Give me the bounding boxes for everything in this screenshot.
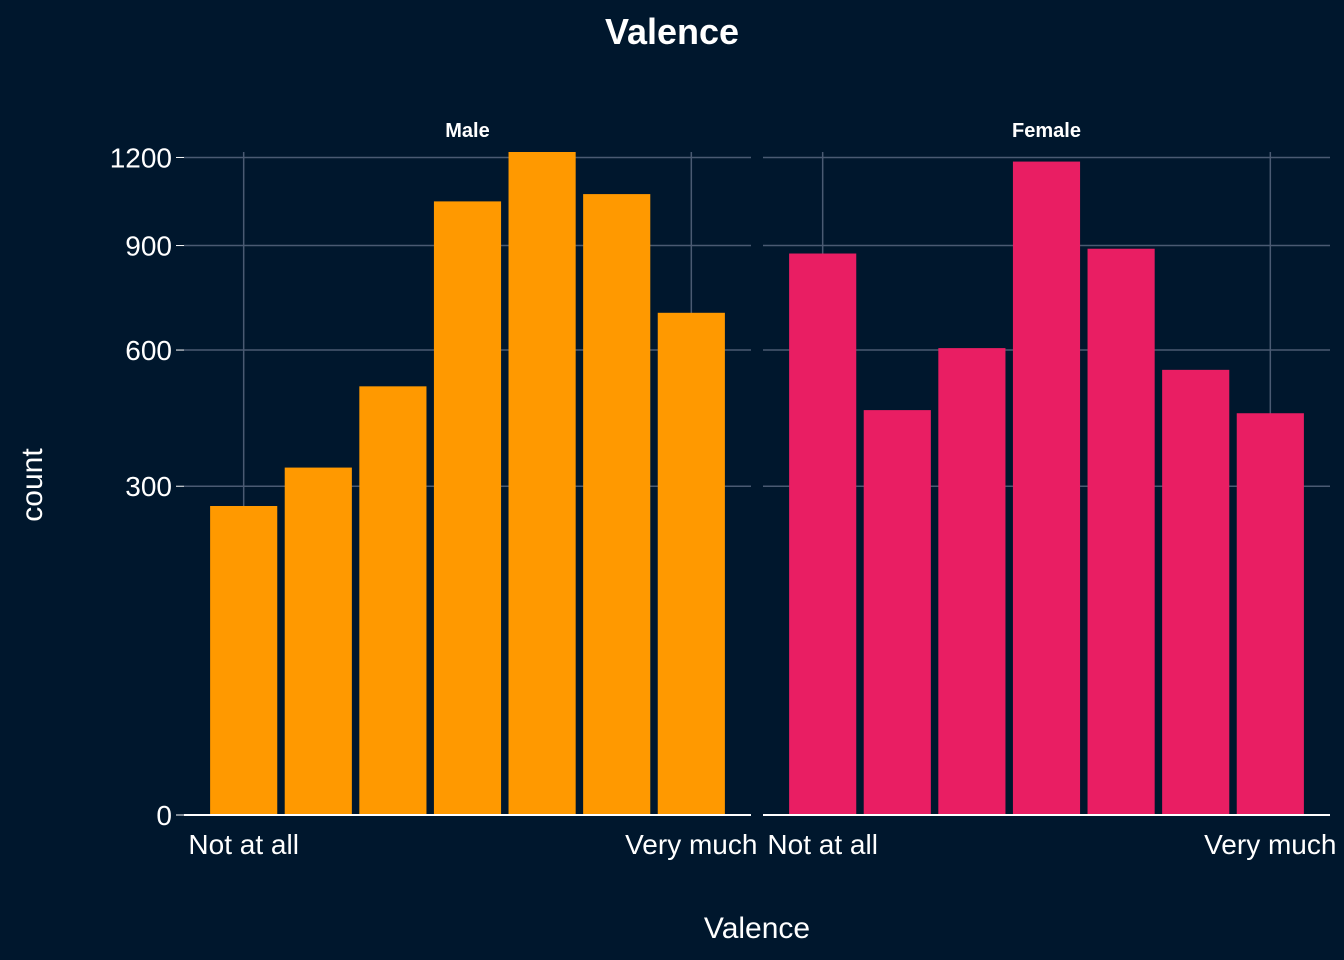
x-tick-label: Very much — [625, 829, 757, 860]
bar-male-6 — [583, 194, 651, 816]
y-axis-title: count — [16, 448, 49, 522]
x-axis-title: Valence — [704, 912, 810, 945]
facet-panels: Male Not at all Very much Female Not at all V… — [184, 120, 1336, 860]
facet-label: Female — [1012, 120, 1081, 142]
bar-female-6 — [1162, 369, 1230, 815]
facet-label: Male — [445, 120, 489, 142]
bar-female-1 — [789, 253, 857, 815]
bar-female-3 — [938, 348, 1006, 815]
bar-female-5 — [1087, 248, 1155, 816]
y-tick-label: 1200 — [110, 142, 172, 173]
y-tick-label: 600 — [125, 335, 172, 366]
bar-male-3 — [359, 386, 427, 815]
bar-male-2 — [284, 467, 352, 815]
bar-male-7 — [657, 312, 725, 815]
bar-male-1 — [210, 506, 278, 815]
x-tick-label: Not at all — [188, 829, 299, 860]
bar-male-4 — [433, 201, 502, 816]
chart-title: Valence — [605, 11, 739, 52]
x-tick-label: Not at all — [767, 829, 878, 860]
y-tick-label: 300 — [125, 471, 172, 502]
bar-male-5 — [508, 152, 576, 815]
facet-panel-male: Male Not at all Very much — [184, 120, 757, 860]
y-tick-label: 900 — [125, 231, 172, 262]
bar-female-2 — [863, 410, 931, 815]
bar-female-7 — [1236, 413, 1304, 815]
y-tick-label: 0 — [156, 800, 172, 831]
bar-female-4 — [1012, 161, 1081, 815]
facet-panel-female: Female Not at all Very much — [763, 120, 1336, 860]
y-axis-ticks: 0 300 600 900 1200 — [110, 142, 184, 831]
x-tick-label: Very much — [1204, 829, 1336, 860]
